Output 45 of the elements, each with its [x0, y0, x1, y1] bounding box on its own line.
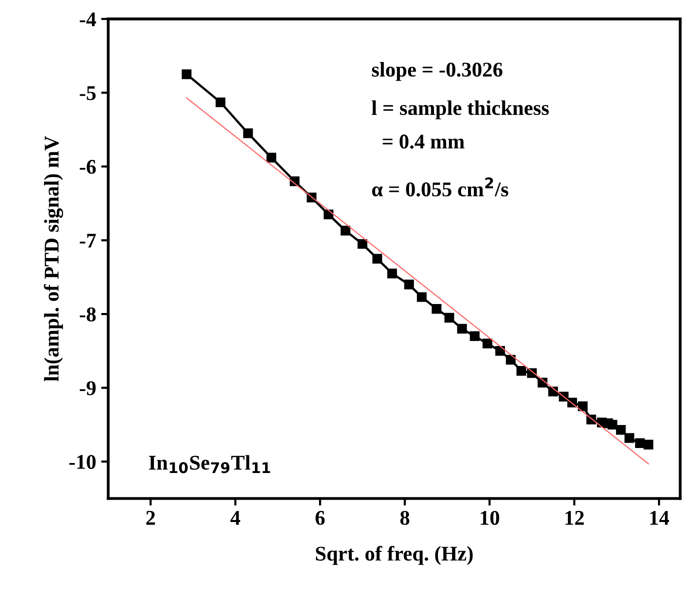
- x-tick-label: 12: [566, 510, 584, 525]
- point: [358, 239, 368, 249]
- y-tick-label: -5: [80, 86, 96, 100]
- point: [416, 292, 427, 302]
- point: [644, 440, 654, 450]
- x-tick-label: 6: [316, 510, 325, 525]
- y-tick-label: -7: [80, 234, 96, 248]
- point: [608, 420, 618, 430]
- point: [616, 424, 626, 435]
- point: [457, 324, 467, 334]
- point: [482, 338, 492, 348]
- point: [495, 346, 505, 356]
- point: [182, 69, 192, 80]
- point: [432, 304, 442, 314]
- annotation: slope = -0.3026: [372, 62, 502, 81]
- point: [216, 97, 226, 108]
- x-tick-label: 2: [146, 510, 155, 525]
- point: [506, 354, 516, 365]
- point: [266, 152, 276, 162]
- point: [470, 331, 480, 342]
- point: [387, 268, 397, 278]
- y-tick-label: -4: [80, 12, 96, 26]
- point: [516, 366, 526, 376]
- point: [324, 210, 334, 220]
- y-tick-label: -8: [80, 307, 96, 322]
- point: [444, 312, 454, 323]
- y-tick-label: -9: [80, 381, 96, 396]
- y-tick-label: -10: [69, 454, 96, 470]
- annotation: In$_{10}$Se$_{79}$Tl$_{11}$: [148, 455, 270, 474]
- y-axis-title: ln(ampl. of PTD signal) mV: [44, 136, 64, 382]
- point: [243, 128, 253, 138]
- x-tick-label: 4: [230, 511, 240, 525]
- annotation: α = 0.055 cm$^{2}$/s: [372, 177, 508, 197]
- y-tick-label: -6: [80, 160, 96, 174]
- point: [578, 401, 588, 412]
- point: [372, 254, 382, 264]
- annotation: l = sample thickness: [372, 100, 549, 120]
- x-tick-label: 10: [480, 510, 500, 525]
- x-tick-label: 8: [400, 510, 410, 525]
- point: [340, 226, 350, 236]
- point: [624, 433, 634, 443]
- point: [404, 280, 414, 290]
- x-axis-title: Sqrt. of freq. (Hz): [316, 546, 473, 565]
- x-tick-label: 14: [650, 510, 670, 525]
- annotation: = 0.4 mm: [382, 134, 464, 149]
